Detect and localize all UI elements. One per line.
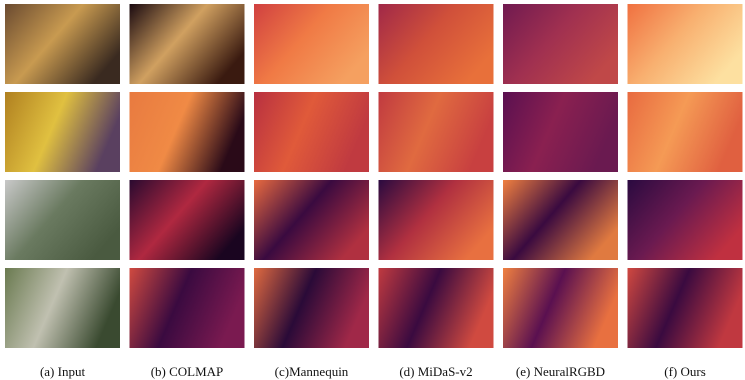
result-image [130, 4, 245, 84]
result-image [254, 4, 369, 84]
result-image [503, 180, 618, 260]
result-image [628, 4, 743, 84]
result-image [379, 268, 494, 348]
result-image [503, 268, 618, 348]
result-image [379, 180, 494, 260]
result-image [5, 92, 120, 172]
result-image [130, 92, 245, 172]
column-caption: (f) Ours [664, 364, 706, 379]
column-caption: (b) COLMAP [151, 364, 224, 379]
result-image [5, 180, 120, 260]
result-image [379, 92, 494, 172]
column-caption: (e) NeuralRGBD [516, 364, 605, 379]
result-image [628, 92, 743, 172]
result-image [130, 268, 245, 348]
result-image [5, 268, 120, 348]
result-image [503, 4, 618, 84]
result-image [628, 180, 743, 260]
result-image [379, 4, 494, 84]
result-image [5, 4, 120, 84]
column-caption: (d) MiDaS-v2 [399, 364, 472, 379]
result-image [254, 180, 369, 260]
result-image [628, 268, 743, 348]
column-caption: (c)Mannequin [275, 364, 349, 379]
result-image [130, 180, 245, 260]
page: {"figure": {"captions": ["(a) Input", "(… [0, 0, 745, 380]
result-image [254, 268, 369, 348]
result-image [254, 92, 369, 172]
figure: (a) Input (b) COLMAP (c)Mannequin (d) MiDaS… [0, 0, 745, 380]
result-image [503, 92, 618, 172]
column-caption: (a) Input [40, 364, 86, 379]
